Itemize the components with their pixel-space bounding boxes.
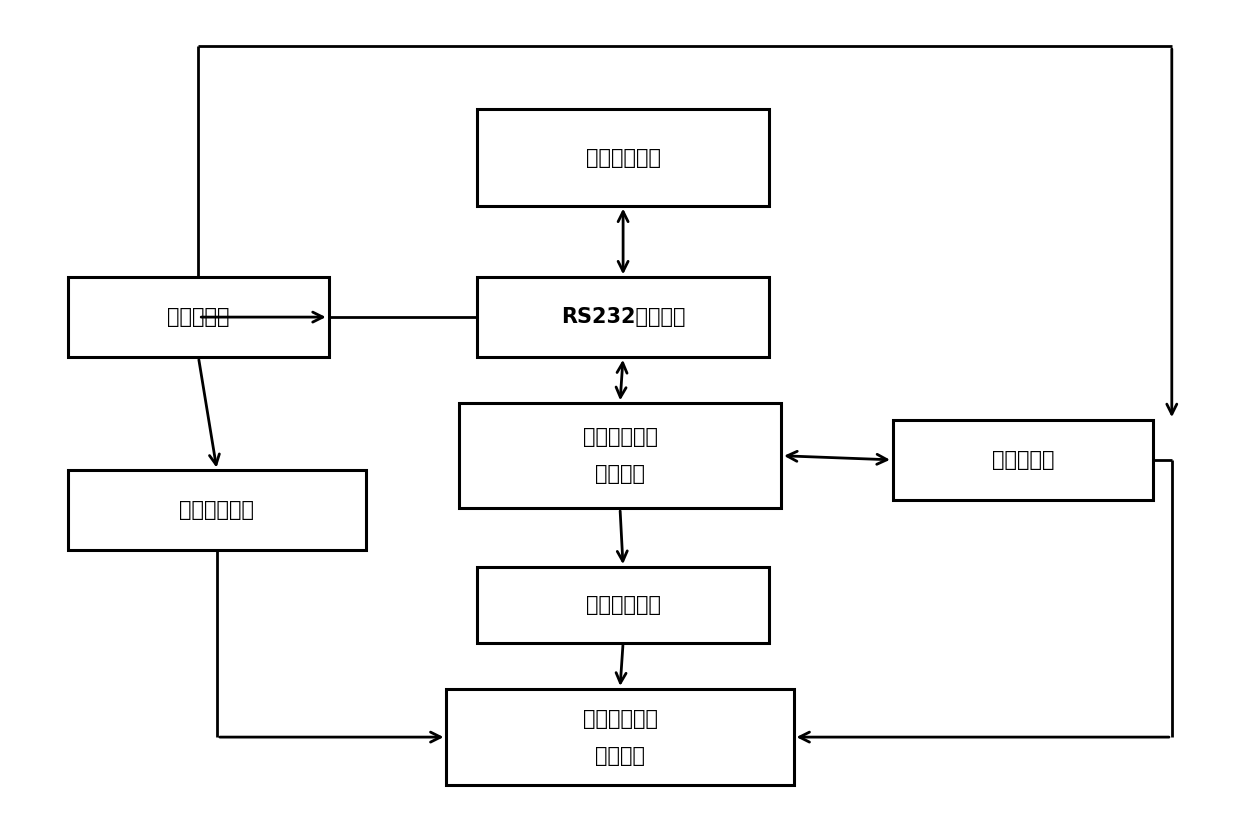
Bar: [68, 470, 366, 550]
Bar: [459, 403, 781, 508]
Text: RS232通信电路: RS232通信电路: [560, 307, 686, 327]
Text: 控制电路: 控制电路: [595, 465, 645, 484]
Text: 激光终止电路: 激光终止电路: [180, 501, 254, 520]
Text: 皮秒激光输出: 皮秒激光输出: [583, 709, 657, 728]
Text: 皮秒激光器: 皮秒激光器: [167, 307, 229, 327]
Bar: [893, 420, 1153, 500]
Text: 霍尔传感器: 霍尔传感器: [992, 450, 1054, 470]
Text: 光耦隔离电路: 光耦隔离电路: [585, 595, 661, 615]
Text: 单片机及外围: 单片机及外围: [583, 428, 657, 447]
Bar: [446, 689, 794, 785]
Text: 人机操作界面: 人机操作界面: [585, 148, 661, 167]
Bar: [477, 567, 769, 643]
Text: 检测电路: 检测电路: [595, 746, 645, 765]
Bar: [68, 277, 329, 357]
Bar: [477, 277, 769, 357]
Bar: [477, 109, 769, 206]
